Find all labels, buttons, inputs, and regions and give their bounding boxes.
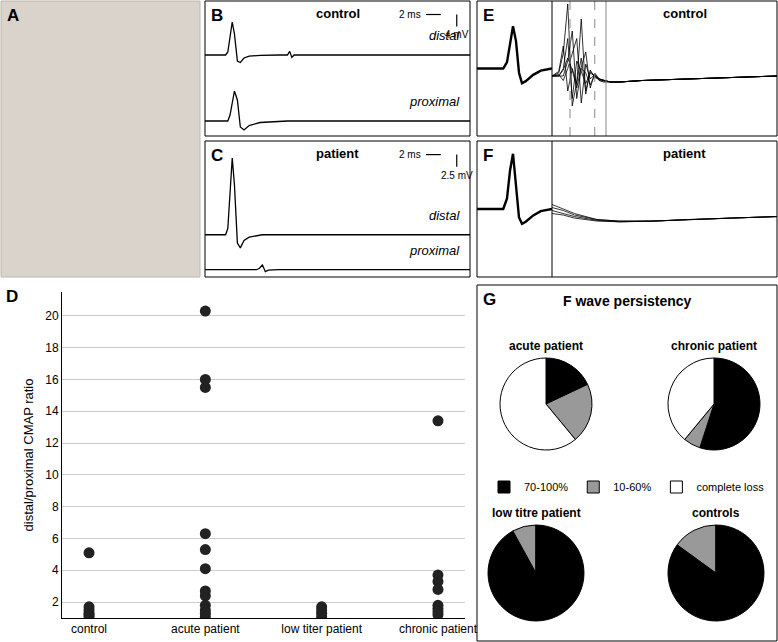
svg-text:chronic patient: chronic patient [671, 339, 757, 353]
svg-text:patient: patient [316, 146, 359, 161]
svg-text:chronic patient: chronic patient [399, 622, 478, 636]
svg-text:distal: distal [429, 208, 460, 223]
svg-text:control: control [71, 622, 107, 636]
svg-text:12: 12 [45, 436, 59, 450]
svg-text:B: B [211, 6, 223, 25]
svg-text:8: 8 [52, 500, 59, 514]
svg-text:E: E [483, 6, 494, 25]
svg-text:2.5 mV: 2.5 mV [441, 170, 473, 181]
svg-text:distal/proximal CMAP ratio: distal/proximal CMAP ratio [21, 379, 36, 532]
svg-text:distal: distal [429, 28, 460, 43]
svg-text:proximal: proximal [409, 243, 460, 258]
svg-text:A: A [7, 6, 19, 25]
svg-text:low titer patient: low titer patient [281, 622, 362, 636]
svg-text:patient: patient [663, 146, 706, 161]
svg-text:70-100%: 70-100% [524, 481, 568, 493]
svg-text:4 mV: 4 mV [445, 29, 469, 40]
svg-text:C: C [211, 146, 223, 165]
svg-text:controls: controls [692, 506, 740, 520]
svg-text:proximal: proximal [409, 94, 460, 109]
svg-text:acute patient: acute patient [171, 622, 240, 636]
svg-text:control: control [663, 6, 707, 21]
svg-text:complete loss: complete loss [696, 481, 764, 493]
svg-text:acute patient: acute patient [509, 339, 583, 353]
svg-text:20: 20 [45, 309, 59, 323]
svg-text:F: F [483, 146, 493, 165]
svg-text:18: 18 [45, 341, 59, 355]
svg-text:14: 14 [45, 404, 59, 418]
svg-text:G: G [483, 290, 496, 309]
svg-text:16: 16 [45, 373, 59, 387]
svg-text:control: control [316, 6, 360, 21]
svg-text:low titre patient: low titre patient [492, 506, 581, 520]
svg-text:2: 2 [52, 595, 59, 609]
svg-text:6: 6 [52, 532, 59, 546]
svg-text:10: 10 [45, 468, 59, 482]
svg-text:D: D [6, 287, 18, 306]
svg-text:2 ms: 2 ms [399, 149, 421, 160]
svg-text:10-60%: 10-60% [613, 481, 651, 493]
svg-text:4: 4 [52, 563, 59, 577]
svg-text:F wave persistency: F wave persistency [563, 293, 692, 309]
svg-text:2 ms: 2 ms [399, 9, 421, 20]
